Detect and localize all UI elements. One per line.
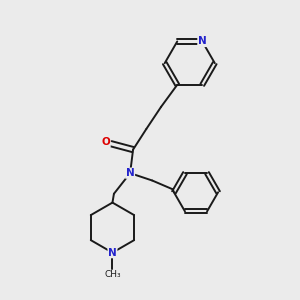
Text: CH₃: CH₃	[104, 270, 121, 279]
Text: N: N	[108, 248, 117, 258]
Text: O: O	[101, 137, 110, 147]
Text: N: N	[126, 168, 134, 178]
Text: N: N	[198, 37, 207, 46]
